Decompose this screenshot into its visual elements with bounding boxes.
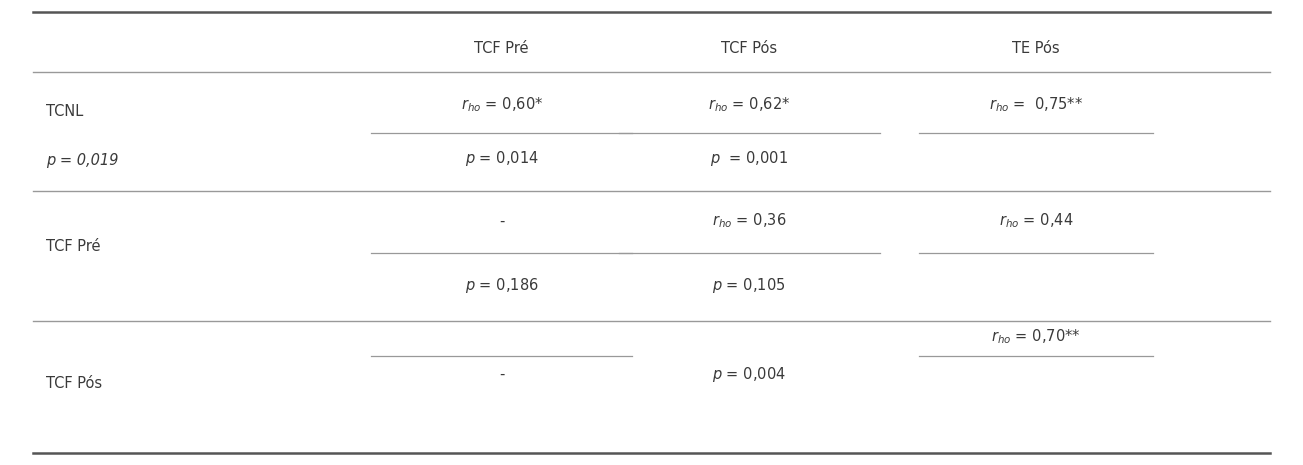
Text: -: - bbox=[499, 367, 504, 382]
Text: $\mathit{r}_{ho}$ = 0,60*: $\mathit{r}_{ho}$ = 0,60* bbox=[460, 95, 543, 114]
Text: TCNL: TCNL bbox=[46, 104, 83, 119]
Text: $\mathit{r}_{ho}$ = 0,70**: $\mathit{r}_{ho}$ = 0,70** bbox=[992, 328, 1080, 346]
Text: $\mathit{p}$ = 0,014: $\mathit{p}$ = 0,014 bbox=[465, 149, 538, 167]
Text: p = 0,019: p = 0,019 bbox=[46, 153, 119, 168]
Text: $\mathit{p}$ = 0,105: $\mathit{p}$ = 0,105 bbox=[713, 277, 786, 295]
Text: TCF Pré: TCF Pré bbox=[46, 239, 100, 254]
Text: $\mathit{p}$  = 0,001: $\mathit{p}$ = 0,001 bbox=[710, 149, 788, 167]
Text: TCF Pré: TCF Pré bbox=[474, 41, 529, 56]
Text: TCF Pós: TCF Pós bbox=[46, 376, 102, 391]
Text: $\mathit{r}_{ho}$ = 0,36: $\mathit{r}_{ho}$ = 0,36 bbox=[711, 212, 787, 230]
Text: $\mathit{r}_{ho}$ = 0,62*: $\mathit{r}_{ho}$ = 0,62* bbox=[708, 95, 791, 114]
Text: $\mathit{p}$ = 0,186: $\mathit{p}$ = 0,186 bbox=[465, 277, 538, 295]
Text: TCF Pós: TCF Pós bbox=[721, 41, 778, 56]
Text: TE Pós: TE Pós bbox=[1012, 41, 1059, 56]
Text: -: - bbox=[499, 213, 504, 228]
Text: $\mathit{r}_{ho}$ = 0,44: $\mathit{r}_{ho}$ = 0,44 bbox=[998, 212, 1074, 230]
Text: $\mathit{r}_{ho}$ =  0,75**: $\mathit{r}_{ho}$ = 0,75** bbox=[989, 95, 1083, 114]
Text: $\mathit{p}$ = 0,004: $\mathit{p}$ = 0,004 bbox=[713, 365, 786, 384]
